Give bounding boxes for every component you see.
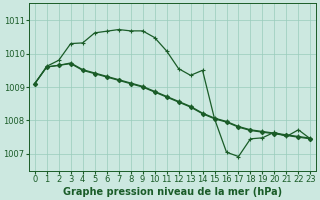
X-axis label: Graphe pression niveau de la mer (hPa): Graphe pression niveau de la mer (hPa) [63, 187, 282, 197]
